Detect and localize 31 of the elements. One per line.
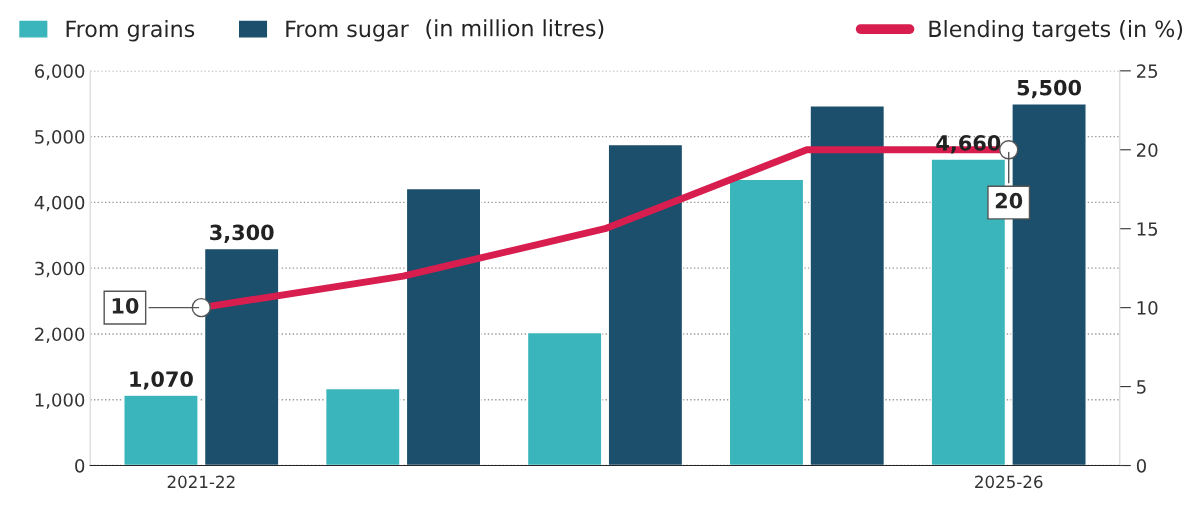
data-label: 5,500: [1017, 79, 1082, 99]
x-tick-label: 2025-26: [975, 475, 1043, 489]
bar: [728, 178, 805, 466]
y-tick-label: 3,000: [35, 261, 85, 278]
bar: [607, 143, 684, 466]
y2-tick-label: 5: [1137, 380, 1146, 394]
y2-tick-label: 25: [1137, 64, 1158, 78]
data-label: 1,070: [130, 371, 193, 390]
y-tick-label: 0: [75, 458, 85, 473]
bar: [324, 387, 401, 466]
bar: [809, 105, 886, 466]
data-label: 3,300: [210, 224, 274, 243]
y-tick-label: 2,000: [35, 327, 85, 343]
legend-label: From grains: [66, 20, 195, 42]
y-tick-label: 4,000: [34, 195, 85, 212]
bar: [405, 187, 482, 466]
text: (in million litres): [426, 19, 604, 40]
y2-tick-label: 15: [1137, 222, 1158, 236]
x-tick-label: 2021-22: [167, 475, 235, 489]
y2-tick-label: 10: [1137, 301, 1158, 315]
y-tick-label: 1,000: [35, 393, 85, 409]
bar: [526, 331, 603, 466]
legend-label: Blending targets (in %): [929, 20, 1183, 42]
y-tick-label: 5,000: [35, 130, 85, 146]
y-tick-label: 6,000: [35, 64, 85, 80]
y2-tick-label: 0: [1136, 458, 1146, 473]
data-label: 10: [112, 297, 139, 314]
data-label: 20: [995, 192, 1023, 209]
bar: [123, 394, 199, 466]
legend-label: From sugar: [286, 20, 409, 42]
y2-tick-label: 20: [1137, 143, 1158, 157]
